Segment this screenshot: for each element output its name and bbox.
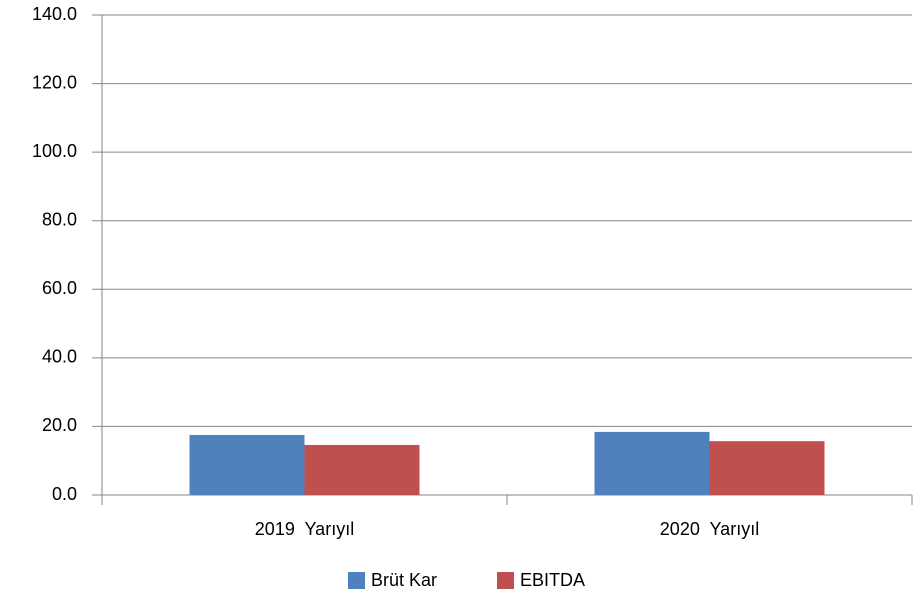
y-tick-label: 0.0 xyxy=(52,484,77,504)
bar xyxy=(594,431,710,495)
bar xyxy=(304,444,420,495)
y-tick-label: 20.0 xyxy=(42,415,77,435)
y-tick-label: 80.0 xyxy=(42,209,77,229)
legend-label: Brüt Kar xyxy=(371,570,437,590)
y-tick-label: 120.0 xyxy=(32,72,77,92)
bar xyxy=(189,435,305,495)
x-tick-label: 2020 Yarıyıl xyxy=(660,519,759,539)
y-tick-label: 60.0 xyxy=(42,278,77,298)
legend-swatch xyxy=(348,572,365,589)
legend-label: EBITDA xyxy=(520,570,585,590)
y-tick-label: 100.0 xyxy=(32,141,77,161)
bar xyxy=(709,441,825,495)
y-tick-label: 40.0 xyxy=(42,347,77,367)
x-tick-label: 2019 Yarıyıl xyxy=(255,519,354,539)
legend-swatch xyxy=(497,572,514,589)
y-tick-label: 140.0 xyxy=(32,4,77,24)
